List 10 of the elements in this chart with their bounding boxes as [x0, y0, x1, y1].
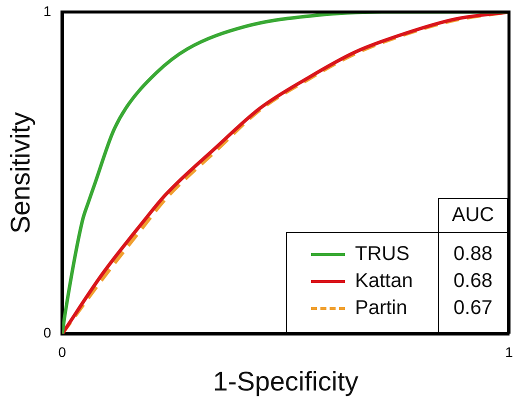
- legend-label: Kattan: [355, 270, 413, 293]
- annotation: 0.67: [452, 296, 494, 321]
- legend-label: Partin: [355, 296, 408, 320]
- annotation: 0.88: [452, 242, 494, 267]
- legend-title: AUC: [438, 198, 508, 232]
- y-axis-title: Sensitivity: [6, 112, 36, 234]
- line-series: [62, 12, 509, 334]
- legend-label: TRUS: [355, 242, 410, 266]
- x-axis-title: 1-Specificity: [212, 366, 359, 396]
- annotation: 0.68: [452, 268, 494, 294]
